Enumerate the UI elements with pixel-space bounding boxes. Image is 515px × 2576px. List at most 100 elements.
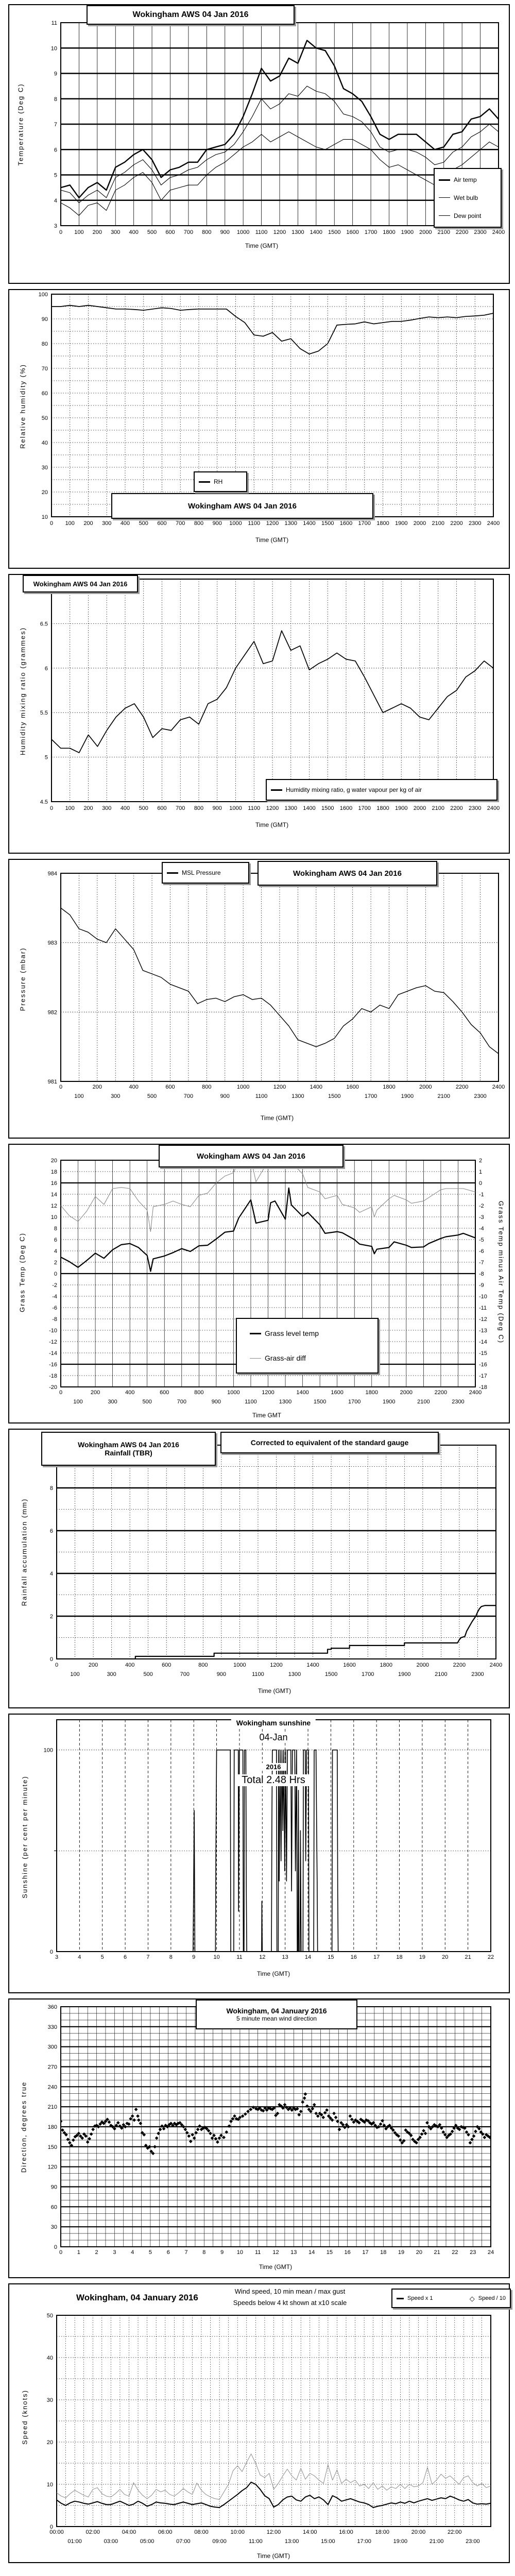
svg-text:1700: 1700 bbox=[365, 1093, 377, 1099]
svg-text:3: 3 bbox=[113, 2249, 116, 2256]
svg-text:2300: 2300 bbox=[474, 1093, 486, 1099]
svg-text:40: 40 bbox=[47, 2355, 53, 2361]
svg-text:0: 0 bbox=[55, 1662, 58, 1668]
svg-text:1000: 1000 bbox=[237, 1084, 249, 1090]
rh-line-icon bbox=[199, 481, 210, 483]
svg-text:0: 0 bbox=[50, 520, 53, 527]
svg-text:21: 21 bbox=[434, 2249, 440, 2256]
svg-text:5: 5 bbox=[149, 2249, 152, 2256]
grass-temp-right-axis-title: Grass Temp minus Air Temp (Deg C) bbox=[497, 1200, 505, 1344]
svg-text:1500: 1500 bbox=[321, 805, 334, 811]
svg-text:23: 23 bbox=[470, 2249, 476, 2256]
svg-text:-16: -16 bbox=[479, 1362, 487, 1368]
svg-text:100: 100 bbox=[65, 520, 75, 527]
svg-text:180: 180 bbox=[48, 2124, 57, 2130]
grass-temp-title-box: Wokingham AWS 04 Jan 2016 bbox=[159, 1145, 344, 1167]
grass-temp-x-axis-title: Time GMT bbox=[252, 1412, 282, 1419]
svg-text:2100: 2100 bbox=[438, 229, 450, 235]
svg-text:1400: 1400 bbox=[296, 1389, 308, 1396]
svg-text:900: 900 bbox=[213, 520, 222, 527]
temperature-legend: Air temp Wet bulb Dew point bbox=[434, 168, 502, 228]
svg-text:20: 20 bbox=[416, 2249, 422, 2256]
humidity-chart-canvas: 0 100 200 300 400 500 600 700 800 900 1000 1100 1200… bbox=[39, 292, 500, 527]
svg-text:5: 5 bbox=[101, 1954, 104, 1960]
svg-text:1800: 1800 bbox=[383, 1084, 395, 1090]
svg-text:23:00: 23:00 bbox=[466, 2538, 480, 2545]
svg-text:-10: -10 bbox=[49, 1328, 57, 1334]
svg-text:200: 200 bbox=[91, 1389, 100, 1396]
svg-text:-18: -18 bbox=[479, 1384, 487, 1391]
grass-level-temp-line-icon bbox=[250, 1332, 261, 1334]
svg-text:90: 90 bbox=[42, 316, 48, 323]
svg-text:2400: 2400 bbox=[487, 805, 500, 811]
svg-text:0: 0 bbox=[50, 1656, 53, 1663]
svg-text:1900: 1900 bbox=[383, 1399, 395, 1405]
svg-text:10: 10 bbox=[237, 2249, 243, 2256]
wind-speed-legend: Speed x 1 ◇ Speed / 10 bbox=[391, 2289, 511, 2308]
svg-text:1100: 1100 bbox=[245, 1399, 257, 1405]
svg-text:1900: 1900 bbox=[395, 520, 407, 527]
svg-text:12:00: 12:00 bbox=[267, 2529, 281, 2535]
svg-text:2200: 2200 bbox=[435, 1389, 447, 1396]
svg-text:2300: 2300 bbox=[474, 229, 486, 235]
svg-text:-3: -3 bbox=[479, 1214, 484, 1221]
svg-text:5: 5 bbox=[54, 173, 57, 179]
svg-text:21: 21 bbox=[465, 1954, 471, 1960]
svg-text:2100: 2100 bbox=[432, 805, 444, 811]
svg-text:800: 800 bbox=[194, 805, 203, 811]
svg-text:16: 16 bbox=[51, 1180, 57, 1187]
svg-text:7: 7 bbox=[146, 1954, 149, 1960]
svg-text:800: 800 bbox=[194, 1389, 203, 1396]
rainfall-y-axis-title: Rainfall accumulation (mm) bbox=[20, 1498, 28, 1606]
panel-grass-temperature: 0 100 200 300 400 500 600 700 800 900 1000 1100 1200… bbox=[8, 1144, 510, 1423]
legend-item: RH bbox=[199, 478, 242, 485]
svg-text:9: 9 bbox=[54, 71, 57, 77]
svg-text:1: 1 bbox=[479, 1169, 482, 1175]
svg-text:1500: 1500 bbox=[328, 229, 340, 235]
wind-direction-x-axis-title: Time (GMT) bbox=[259, 2263, 293, 2270]
svg-text:11: 11 bbox=[52, 20, 57, 26]
svg-text:-12: -12 bbox=[479, 1316, 487, 1323]
svg-text:1800: 1800 bbox=[383, 229, 395, 235]
svg-text:200: 200 bbox=[83, 520, 93, 527]
panel-wind-direction: 0 1 2 3 4 5 6 7 8 9 10 11 12 13 14 15 16 17 18 19 20 21 22 23 24… bbox=[8, 1998, 510, 2278]
svg-text:1100: 1100 bbox=[252, 1671, 264, 1677]
svg-text:1300: 1300 bbox=[291, 1093, 304, 1099]
svg-text:17: 17 bbox=[373, 1954, 380, 1960]
svg-text:16: 16 bbox=[345, 2249, 351, 2256]
chart-title: Wokingham AWS 04 Jan 2016 bbox=[132, 10, 249, 19]
svg-text:4: 4 bbox=[78, 1954, 81, 1960]
svg-text:5: 5 bbox=[45, 755, 48, 761]
svg-text:19: 19 bbox=[398, 2249, 404, 2256]
svg-text:1900: 1900 bbox=[401, 1093, 414, 1099]
svg-text:16: 16 bbox=[351, 1954, 357, 1960]
svg-text:17:00: 17:00 bbox=[357, 2538, 371, 2545]
panel-temperature: 0 100 200 300 400 500 600 700 800 900 1000 1100 1200… bbox=[8, 4, 510, 284]
svg-text:1100: 1100 bbox=[248, 805, 260, 811]
svg-text:2: 2 bbox=[95, 2249, 98, 2256]
svg-text:10: 10 bbox=[42, 514, 48, 520]
svg-text:1000: 1000 bbox=[237, 229, 249, 235]
svg-text:90: 90 bbox=[51, 2184, 57, 2191]
legend-item: Wet bulb bbox=[439, 194, 496, 201]
svg-text:2300: 2300 bbox=[469, 520, 481, 527]
svg-text:1000: 1000 bbox=[233, 1662, 246, 1668]
svg-text:0: 0 bbox=[479, 1180, 482, 1187]
chart-title: Wokingham AWS 04 Jan 2016 bbox=[33, 580, 128, 588]
svg-text:900: 900 bbox=[213, 805, 222, 811]
svg-text:-6: -6 bbox=[52, 1305, 57, 1311]
rainfall-chart-canvas: 0 100 200 300 400 500 600 700 800 900 1000 1100 1200… bbox=[47, 1443, 502, 1677]
svg-text:2: 2 bbox=[50, 1614, 53, 1620]
svg-text:2300: 2300 bbox=[469, 805, 481, 811]
humidity-x-axis-title: Time (GMT) bbox=[255, 536, 289, 544]
svg-text:03:00: 03:00 bbox=[104, 2538, 118, 2545]
svg-text:1300: 1300 bbox=[285, 805, 297, 811]
svg-text:2000: 2000 bbox=[419, 229, 432, 235]
legend-item: Speed x 1 bbox=[397, 2295, 433, 2301]
svg-text:-11: -11 bbox=[479, 1305, 487, 1311]
svg-text:13:00: 13:00 bbox=[285, 2538, 299, 2545]
svg-text:-6: -6 bbox=[479, 1248, 484, 1255]
svg-text:2200: 2200 bbox=[450, 520, 462, 527]
grass-temp-y-axis-title: Grass Temp (Deg C) bbox=[18, 1232, 26, 1312]
svg-text:100: 100 bbox=[73, 1399, 82, 1405]
